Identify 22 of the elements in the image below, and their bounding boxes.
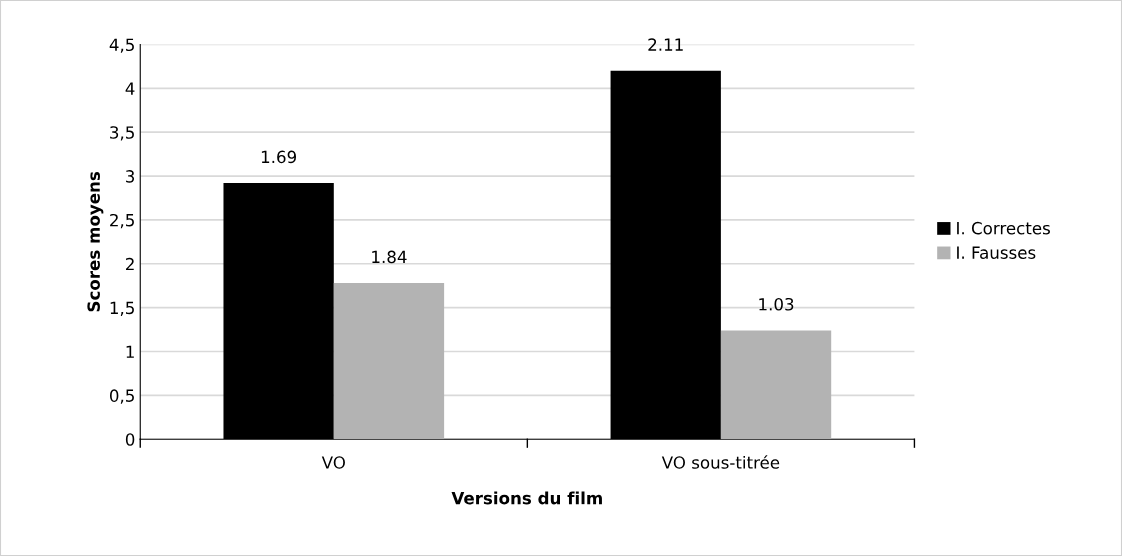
x-axis-title: Versions du film	[451, 491, 602, 505]
y-tick-label: 3	[126, 170, 135, 183]
bar	[333, 283, 445, 440]
x-tick-label: VO	[321, 456, 345, 469]
y-tick-label: 0	[125, 433, 135, 446]
y-tick-label: 3,5	[110, 126, 134, 141]
annotation: 1.69	[261, 150, 297, 164]
y-tick-label: 4	[125, 82, 135, 95]
annotation: 1.84	[372, 250, 407, 264]
bar	[720, 330, 832, 440]
y-tick-label: 2,5	[110, 213, 134, 229]
x-tick-label: VO sous-titrée	[661, 455, 780, 469]
annotation: 2.11	[648, 38, 683, 51]
y-tick-label: 1,5	[110, 301, 134, 316]
annotation: 1.03	[759, 297, 794, 311]
y-tick-label: 2	[126, 257, 134, 271]
y-tick-label: 1	[126, 345, 134, 358]
y-axis-title: Scores moyens	[87, 171, 104, 312]
y-tick-label: 4,5	[109, 38, 134, 53]
y-tick-label: 0,5	[109, 389, 134, 404]
legend-label: I. Correctes	[957, 221, 1050, 235]
legend-label: I. Fausses	[957, 246, 1036, 259]
